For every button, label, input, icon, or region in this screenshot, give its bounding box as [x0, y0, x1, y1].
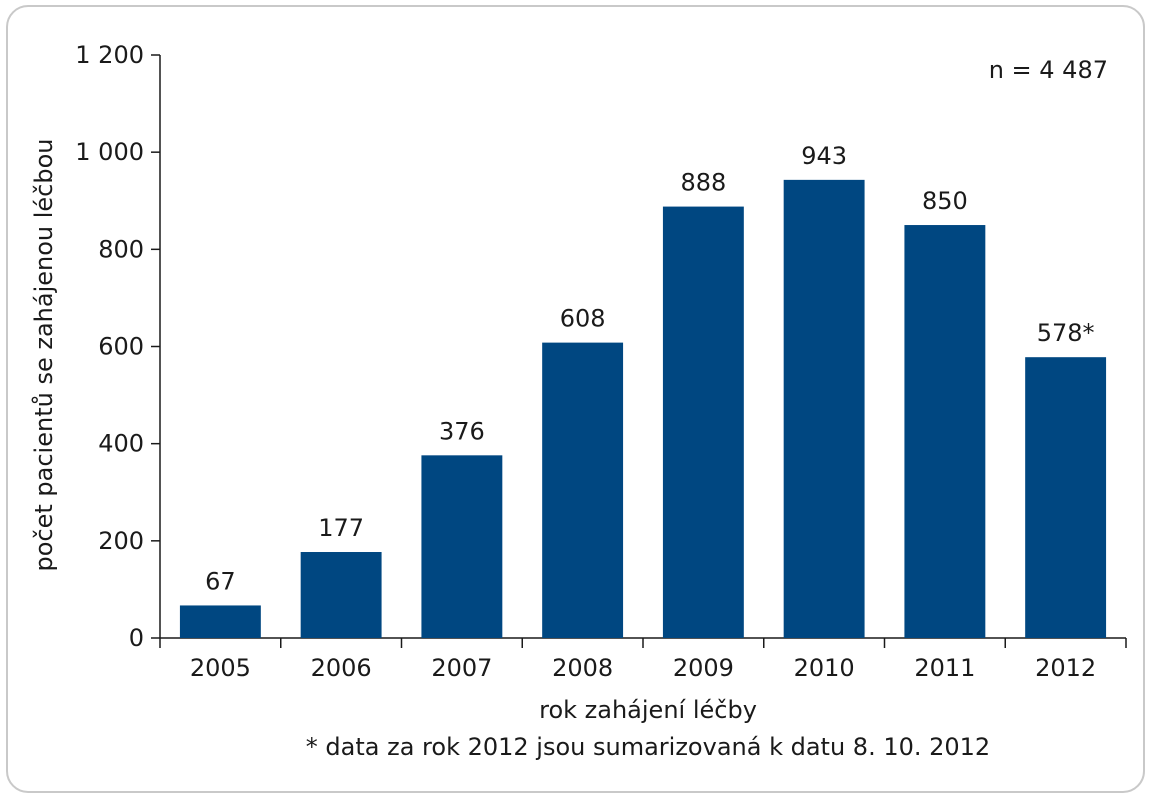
bars — [179, 179, 1107, 638]
bar — [662, 206, 744, 638]
y-tick-label: 1 200 — [75, 41, 144, 69]
bar — [421, 455, 503, 638]
y-tick-label: 0 — [129, 624, 144, 652]
y-tick-label: 800 — [98, 235, 144, 263]
bar — [1025, 357, 1107, 638]
data-label: 608 — [560, 305, 606, 333]
bar — [542, 342, 624, 638]
x-tick-label: 2008 — [552, 654, 613, 682]
x-tick-label: 2007 — [431, 654, 492, 682]
value-labels: 67 177 376 608 888 943 850 578* — [205, 142, 1094, 596]
y-axis-title: počet pacientů se zahájenou léčbou — [30, 139, 58, 572]
x-axis: 2005 2006 2007 2008 2009 2010 2011 2012 — [159, 637, 1127, 682]
x-tick-label: 2005 — [190, 654, 251, 682]
bar — [300, 552, 382, 638]
data-label: 850 — [922, 187, 968, 215]
bar — [904, 225, 986, 638]
x-tick-label: 2010 — [794, 654, 855, 682]
data-label: 888 — [680, 169, 726, 197]
x-tick-label: 2009 — [673, 654, 734, 682]
y-tick-label: 600 — [98, 333, 144, 361]
footnote: * data za rok 2012 jsou sumarizovaná k d… — [306, 733, 990, 761]
y-axis: 0 200 400 600 800 1 000 1 200 — [75, 41, 161, 652]
bar — [179, 605, 261, 638]
x-tick-label: 2012 — [1035, 654, 1096, 682]
sample-size-annotation: n = 4 487 — [989, 56, 1108, 84]
x-axis-title: rok zahájení léčby — [539, 696, 757, 724]
bar — [783, 179, 865, 638]
data-label: 578* — [1037, 319, 1095, 347]
y-tick-label: 400 — [98, 430, 144, 458]
y-tick-label: 200 — [98, 527, 144, 555]
x-tick-label: 2011 — [914, 654, 975, 682]
data-label: 943 — [801, 142, 847, 170]
data-label: 67 — [205, 567, 236, 595]
y-tick-label: 1 000 — [75, 138, 144, 166]
data-label: 177 — [318, 514, 364, 542]
data-label: 376 — [439, 417, 485, 445]
x-tick-label: 2006 — [311, 654, 372, 682]
